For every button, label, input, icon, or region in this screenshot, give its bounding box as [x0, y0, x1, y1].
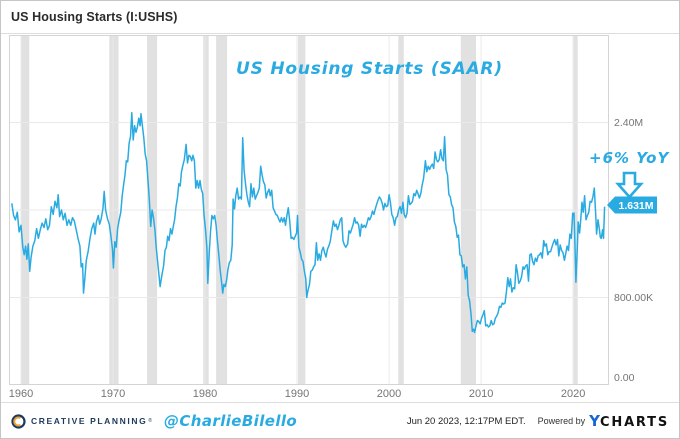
twitter-handle[interactable]: @CharlieBilello: [163, 412, 298, 430]
ycharts-logo-y: Y: [589, 411, 601, 430]
timestamp: Jun 20 2023, 12:17PM EDT.: [406, 415, 526, 427]
yoy-annotation: +6% YoY: [589, 149, 670, 167]
plot-border: [9, 35, 609, 385]
plot-area: US Housing Starts (SAAR) +6% YoY 1.631M: [9, 35, 668, 385]
x-tick-label: 2000: [376, 388, 402, 400]
x-tick-label: 1980: [192, 388, 218, 400]
powered-by-label: Powered by: [537, 416, 586, 426]
series-line: [11, 111, 606, 334]
down-arrow-icon: [615, 171, 644, 199]
footer-right: Jun 20 2023, 12:17PM EDT. Powered by YCH…: [407, 412, 669, 431]
chart-title: US Housing Starts (I:USHS): [11, 10, 178, 24]
footer: CREATIVE PLANNING ® @CharlieBilello Jun 2…: [1, 402, 679, 438]
creative-planning-brand: CREATIVE PLANNING: [31, 416, 148, 426]
x-tick-label: 2020: [560, 388, 586, 400]
x-tick-label: 2010: [468, 388, 494, 400]
chart-header: US Housing Starts (I:USHS): [1, 1, 679, 34]
y-tick-label: 2.40M: [614, 116, 644, 129]
y-tick-label: 800.00K: [614, 291, 654, 304]
current-value-tag: 1.631M: [607, 196, 657, 214]
y-tick-label: 0.00: [614, 372, 635, 384]
value-tag-shape: [607, 196, 657, 214]
footer-left: CREATIVE PLANNING ® @CharlieBilello: [11, 412, 297, 430]
x-tick-label: 1990: [284, 388, 310, 400]
chart-annotation-saar: US Housing Starts (SAAR): [236, 59, 503, 79]
ycharts-logo-charts: CHARTS: [600, 414, 669, 430]
creative-planning-logo-icon: [11, 413, 26, 429]
x-tick-label: 1970: [100, 388, 126, 400]
current-value-label: 1.631M: [618, 200, 653, 212]
x-tick-label: 1960: [8, 388, 34, 400]
housing-starts-line-chart: [9, 35, 609, 385]
registered-mark: ®: [148, 418, 152, 424]
ycharts-logo: YCHARTS: [589, 412, 669, 431]
